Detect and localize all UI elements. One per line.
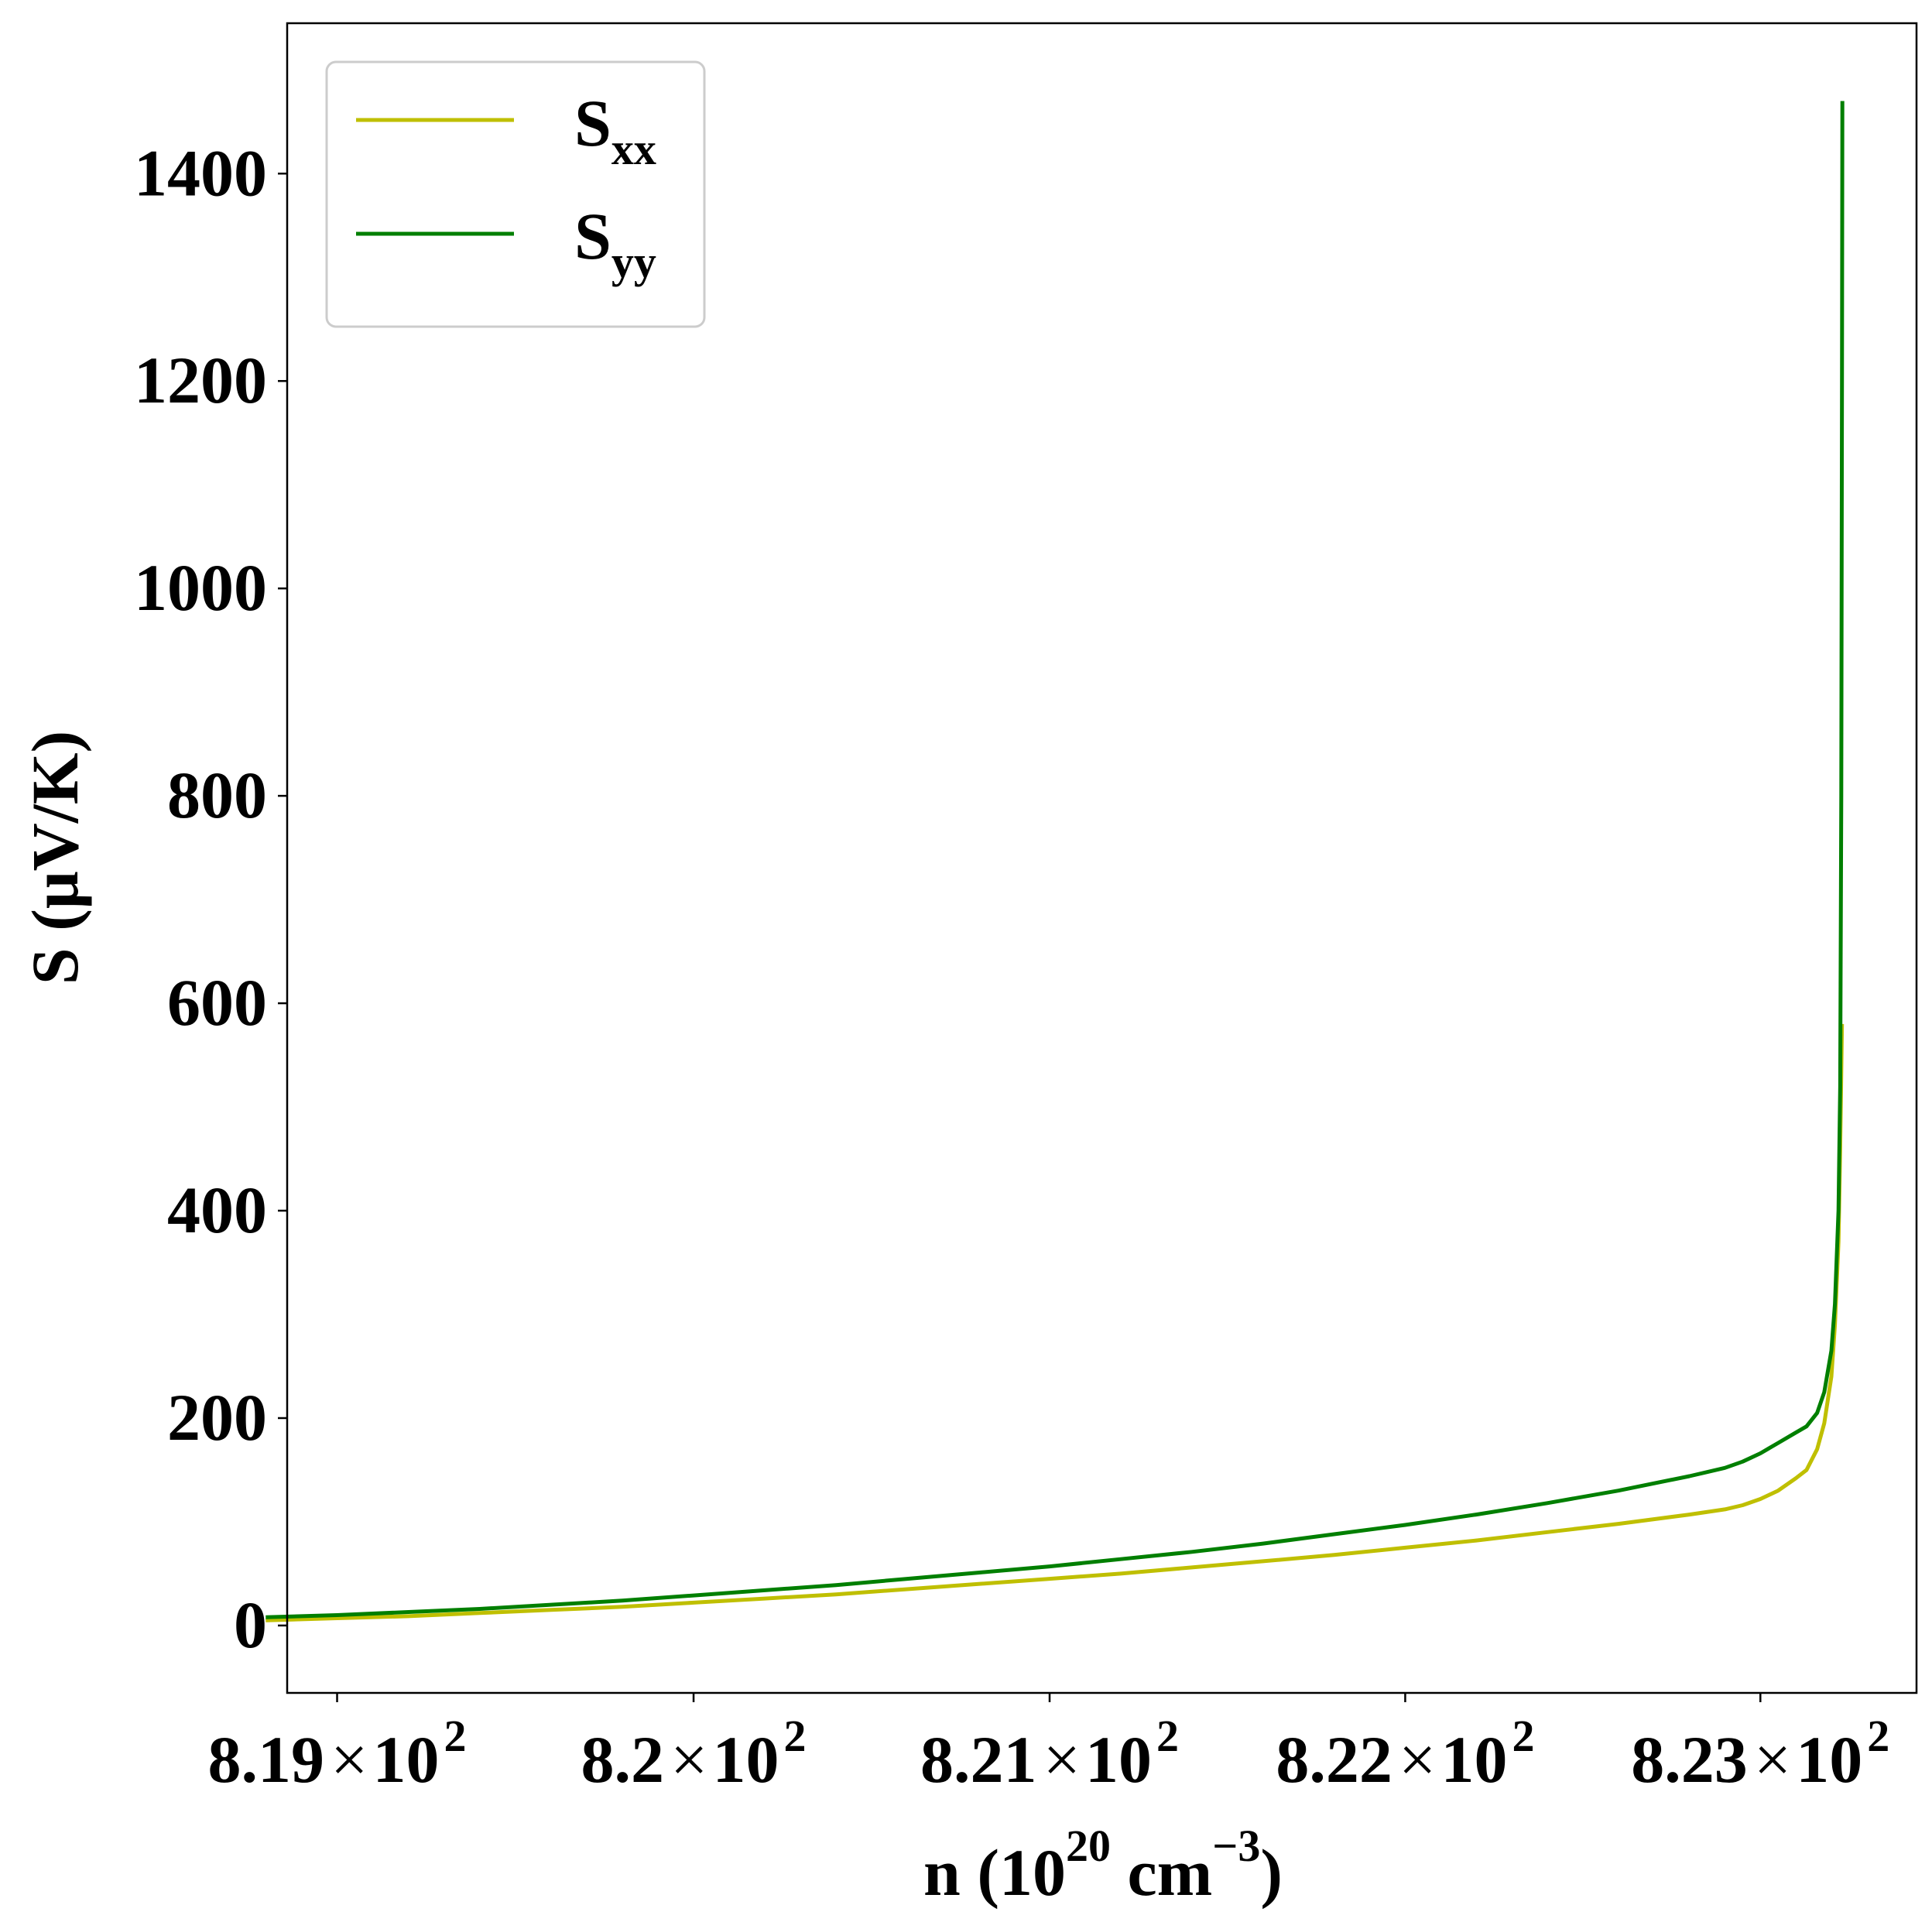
y-tick-label: 600 [167,965,267,1040]
y-axis-ticks: 0 200 400 600 800 1000 1200 1400 [134,135,287,1662]
x-axis-title-suffix: ) [1260,1835,1283,1910]
x-axis-ticks: 8.19×10 2 8.2×10 2 8.21×10 2 8.22×10 2 8.23×10 2 [208,1693,1889,1797]
legend-label-syy-subscript: yy [611,237,656,287]
x-axis-title-unit: cm [1111,1835,1212,1910]
x-tick-label: 8.2×10 2 [581,1711,807,1797]
x-axis-title-exponent: 20 [1066,1821,1111,1871]
x-tick-label: 8.23×10 2 [1631,1711,1889,1797]
x-axis-title-unit-exponent: −3 [1212,1821,1260,1871]
x-tick-label: 8.19×10 2 [208,1711,467,1797]
legend-label-sxx-subscript: xx [611,124,656,174]
legend-label-syy-main: S [574,199,611,273]
legend-frame [325,60,706,328]
x-axis-title-prefix: n (10 [923,1835,1066,1910]
y-tick-label: 1000 [134,550,267,625]
legend-label-sxx-main: S [574,86,611,160]
x-tick-label: 8.22×10 2 [1276,1711,1534,1797]
y-tick-label: 0 [234,1588,267,1662]
plot-lines [265,101,1845,1622]
series-line-syy [265,101,1845,1619]
x-axis-title: n (1020 cm−3) [923,1821,1283,1910]
plot-area-frame [286,22,1918,1694]
y-tick-label: 800 [167,758,267,832]
y-tick-label: 200 [167,1380,267,1454]
y-tick-label: 400 [167,1173,267,1247]
y-tick-label: 1400 [134,135,267,210]
legend-label-syy: Syy [574,199,656,287]
y-axis-title: S (μV/K) [18,731,92,985]
y-tick-label: 1200 [134,343,267,417]
series-line-sxx [265,1023,1845,1622]
legend: Sxx Syy [325,60,706,328]
x-tick-label: 8.21×10 2 [920,1711,1179,1797]
legend-label-sxx: Sxx [574,86,656,174]
